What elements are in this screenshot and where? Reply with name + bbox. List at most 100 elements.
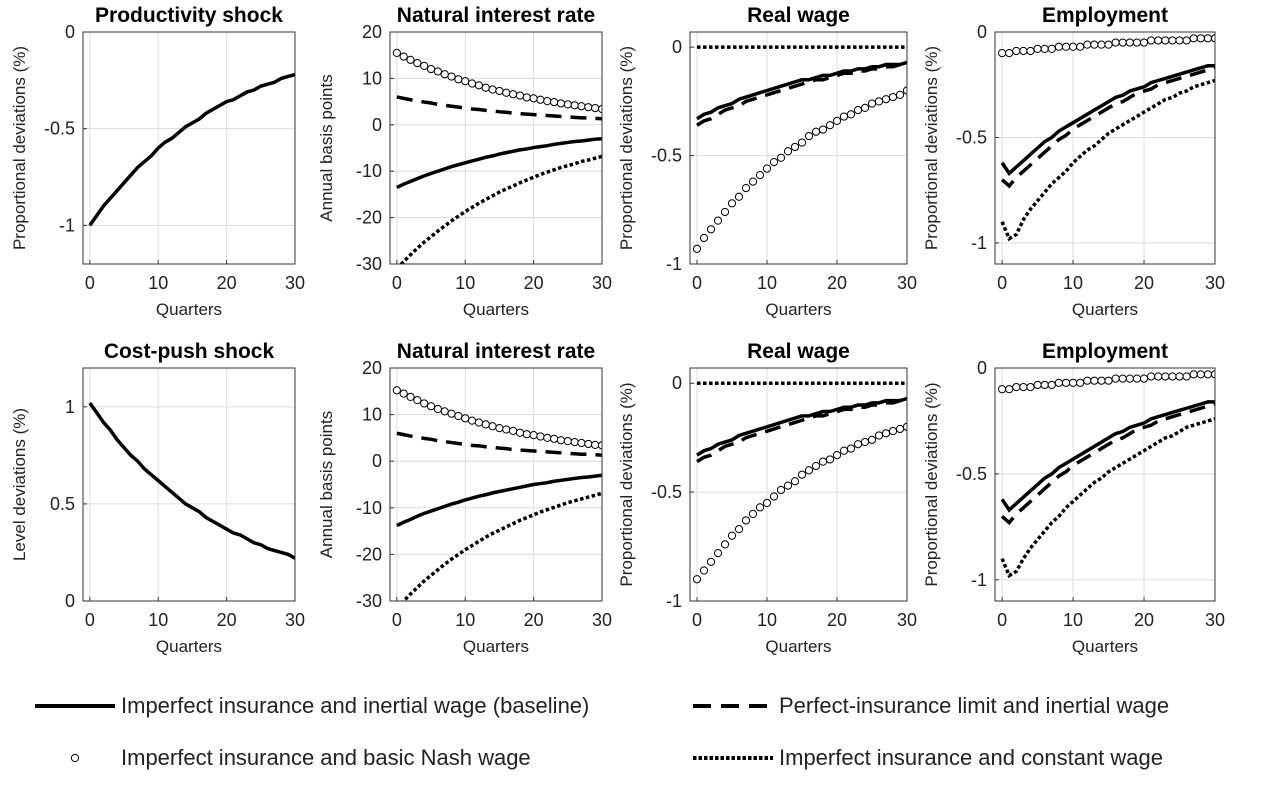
marker <box>1061 378 1071 387</box>
marker <box>1005 48 1014 58</box>
marker <box>846 110 856 119</box>
marker <box>502 88 511 97</box>
marker <box>818 457 828 466</box>
marker <box>727 199 737 208</box>
marker <box>755 171 765 180</box>
marker <box>1033 44 1042 53</box>
axes-box <box>994 367 1216 602</box>
x-tick-label: 0 <box>85 273 95 293</box>
x-tick-label: 30 <box>285 610 305 630</box>
line-dotted <box>398 154 602 264</box>
x-tick-label: 30 <box>285 273 305 293</box>
plot-area <box>390 32 602 264</box>
marker <box>1147 36 1156 45</box>
marker <box>699 233 709 243</box>
marker <box>895 424 905 434</box>
marker <box>997 48 1007 58</box>
marker <box>413 396 422 405</box>
y-tick-label: -1 <box>971 570 987 590</box>
y-axis-label: Proportional deviations (%) <box>617 46 636 250</box>
marker <box>755 503 765 512</box>
y-tick-label: 0 <box>65 591 75 611</box>
marker <box>474 81 484 90</box>
series-group <box>692 45 907 253</box>
marker <box>597 104 602 114</box>
marker <box>1175 36 1184 45</box>
marker <box>1083 376 1092 385</box>
marker <box>515 91 525 100</box>
marker <box>1154 36 1163 45</box>
chart-title: Employment <box>1042 4 1168 27</box>
marker <box>1047 380 1056 390</box>
marker <box>522 93 531 102</box>
marker <box>1210 370 1215 379</box>
marker <box>1196 370 1205 379</box>
marker <box>997 385 1007 394</box>
x-axis-label: Quarters <box>463 300 529 319</box>
marker <box>591 103 600 113</box>
marker <box>481 420 490 429</box>
x-tick-label: 0 <box>997 273 1007 293</box>
chart-title: Productivity shock <box>95 4 283 27</box>
series-group <box>392 48 602 264</box>
x-axis-label: Quarters <box>765 637 831 656</box>
marker <box>825 121 835 130</box>
marker <box>874 431 884 440</box>
y-tick-label: 20 <box>362 358 382 378</box>
line-dashed <box>396 95 602 121</box>
marker <box>488 422 497 431</box>
x-tick-label: 10 <box>757 610 777 630</box>
marker <box>867 99 877 108</box>
marker <box>734 192 744 201</box>
marker <box>825 455 835 464</box>
marker <box>413 58 422 68</box>
plot-area <box>83 368 295 601</box>
x-tick-label: 20 <box>1134 610 1154 630</box>
marker <box>1196 34 1205 43</box>
x-axis-label: Quarters <box>765 300 831 319</box>
y-tick-label: 1 <box>65 397 75 417</box>
x-tick-label: 30 <box>1205 610 1225 630</box>
x-tick-label: 20 <box>1134 273 1154 293</box>
marker <box>461 414 470 423</box>
marker <box>1019 46 1028 56</box>
marker <box>734 525 744 534</box>
marker <box>867 435 877 444</box>
marker <box>1168 372 1177 381</box>
x-tick-label: 0 <box>392 610 402 630</box>
line-dashed <box>696 62 907 127</box>
marker <box>692 575 702 584</box>
marker <box>584 439 593 449</box>
legend-label: Imperfect insurance and inertial wage (b… <box>121 693 589 718</box>
marker <box>577 438 586 448</box>
marker <box>769 492 779 501</box>
y-tick-label: -30 <box>356 254 382 274</box>
y-tick-label: -0.5 <box>956 464 987 484</box>
marker <box>399 52 408 61</box>
marker <box>433 67 442 76</box>
marker <box>853 105 863 115</box>
marker <box>467 416 477 425</box>
axes-box <box>82 367 296 602</box>
marker <box>1175 372 1184 381</box>
marker <box>1104 376 1113 385</box>
marker <box>720 207 730 217</box>
marker <box>860 437 870 447</box>
marker <box>1033 380 1042 390</box>
chart-title: Real wage <box>747 340 850 363</box>
marker <box>440 70 449 79</box>
marker <box>522 430 531 439</box>
y-tick-label: 0 <box>672 373 682 393</box>
marker <box>706 225 716 234</box>
x-tick-label: 20 <box>827 610 847 630</box>
series-group <box>88 401 295 560</box>
y-tick-label: 0 <box>372 115 382 135</box>
axes-box <box>689 367 908 602</box>
series-group <box>997 34 1215 242</box>
axes-box <box>389 367 603 602</box>
x-tick-label: 10 <box>757 273 777 293</box>
marker <box>1168 36 1177 45</box>
line-dotted <box>1000 417 1215 579</box>
marker <box>570 437 579 447</box>
